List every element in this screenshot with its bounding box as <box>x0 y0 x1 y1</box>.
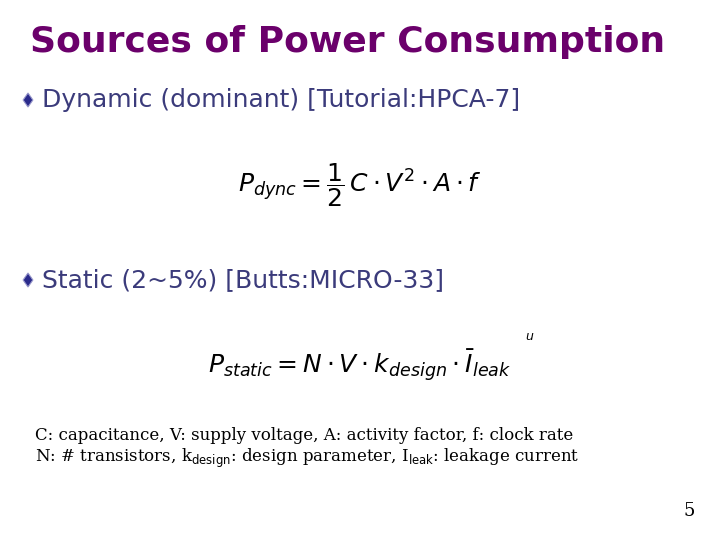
Text: N: # transistors, k$_{\rm design}$: design parameter, I$_{\rm leak}$: leakage cu: N: # transistors, k$_{\rm design}$: desi… <box>35 447 580 470</box>
Polygon shape <box>23 273 33 287</box>
Text: $u$: $u$ <box>526 330 535 343</box>
Text: $P_{dync} = \dfrac{1}{2}\,C \cdot V^{2} \cdot A \cdot f$: $P_{dync} = \dfrac{1}{2}\,C \cdot V^{2} … <box>238 161 482 209</box>
Text: $P_{static} = N \cdot V \cdot k_{design} \cdot \bar{I}_{leak}$: $P_{static} = N \cdot V \cdot k_{design}… <box>208 347 512 383</box>
Text: 5: 5 <box>683 502 695 520</box>
Polygon shape <box>23 93 33 107</box>
Text: Static (2~5%) [Butts:MICRO-33]: Static (2~5%) [Butts:MICRO-33] <box>42 268 444 292</box>
Text: Dynamic (dominant) [Tutorial:HPCA-7]: Dynamic (dominant) [Tutorial:HPCA-7] <box>42 88 520 112</box>
Text: C: capacitance, V: supply voltage, A: activity factor, f: clock rate: C: capacitance, V: supply voltage, A: ac… <box>35 427 573 443</box>
Text: Sources of Power Consumption: Sources of Power Consumption <box>30 25 665 59</box>
